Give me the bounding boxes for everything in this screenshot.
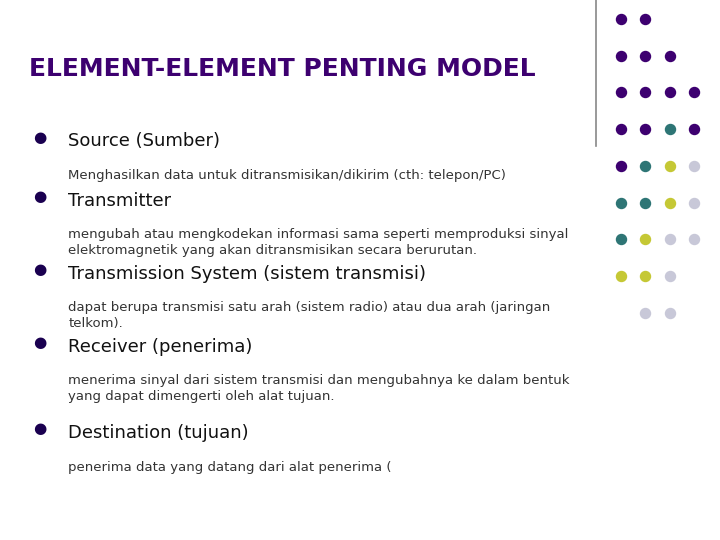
Point bbox=[639, 15, 651, 23]
Point bbox=[664, 198, 675, 207]
Text: ●: ● bbox=[33, 262, 46, 277]
Point bbox=[639, 235, 651, 244]
Point bbox=[615, 15, 626, 23]
Point bbox=[639, 308, 651, 317]
Text: ●: ● bbox=[33, 189, 46, 204]
Point bbox=[615, 125, 626, 133]
Point bbox=[688, 125, 700, 133]
Point bbox=[615, 235, 626, 244]
Point bbox=[639, 198, 651, 207]
Point bbox=[688, 235, 700, 244]
Text: Destination (tujuan): Destination (tujuan) bbox=[68, 424, 249, 442]
Point bbox=[615, 51, 626, 60]
Point bbox=[615, 161, 626, 170]
Point bbox=[688, 198, 700, 207]
Point bbox=[639, 272, 651, 280]
Text: ELEMENT-ELEMENT PENTING MODEL: ELEMENT-ELEMENT PENTING MODEL bbox=[29, 57, 536, 80]
Point bbox=[615, 272, 626, 280]
Text: Transmission System (sistem transmisi): Transmission System (sistem transmisi) bbox=[68, 265, 426, 282]
Point bbox=[615, 198, 626, 207]
Text: Receiver (penerima): Receiver (penerima) bbox=[68, 338, 253, 355]
Text: ●: ● bbox=[33, 421, 46, 436]
Text: dapat berupa transmisi satu arah (sistem radio) atau dua arah (jaringan
telkom).: dapat berupa transmisi satu arah (sistem… bbox=[68, 301, 551, 330]
Point bbox=[639, 161, 651, 170]
Point bbox=[639, 125, 651, 133]
Point bbox=[615, 88, 626, 97]
Text: mengubah atau mengkodekan informasi sama seperti memproduksi sinyal
elektromagne: mengubah atau mengkodekan informasi sama… bbox=[68, 228, 569, 258]
Text: Menghasilkan data untuk ditransmisikan/dikirim (cth: telepon/PC): Menghasilkan data untuk ditransmisikan/d… bbox=[68, 169, 506, 182]
Point bbox=[664, 272, 675, 280]
Point bbox=[688, 88, 700, 97]
Text: Transmitter: Transmitter bbox=[68, 192, 171, 210]
Point bbox=[688, 161, 700, 170]
Point bbox=[664, 235, 675, 244]
Point bbox=[664, 161, 675, 170]
Text: ●: ● bbox=[33, 335, 46, 350]
Point bbox=[639, 88, 651, 97]
Point bbox=[664, 125, 675, 133]
Text: menerima sinyal dari sistem transmisi dan mengubahnya ke dalam bentuk
yang dapat: menerima sinyal dari sistem transmisi da… bbox=[68, 374, 570, 403]
Text: penerima data yang datang dari alat penerima (: penerima data yang datang dari alat pene… bbox=[68, 461, 392, 474]
Point bbox=[664, 51, 675, 60]
Point bbox=[664, 88, 675, 97]
Text: Source (Sumber): Source (Sumber) bbox=[68, 132, 220, 150]
Text: ●: ● bbox=[33, 130, 46, 145]
Point bbox=[664, 308, 675, 317]
Point bbox=[639, 51, 651, 60]
